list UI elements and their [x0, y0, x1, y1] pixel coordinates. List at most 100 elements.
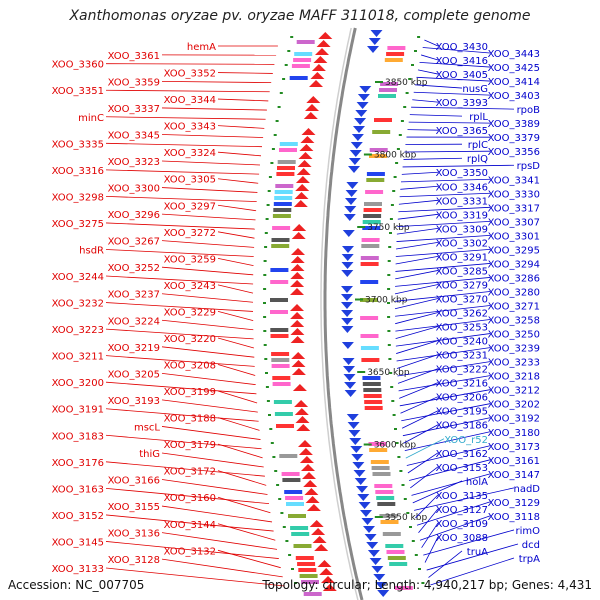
right-label-leader	[395, 326, 439, 340]
feature-block	[362, 226, 381, 230]
left-gene-label: XOO_3243	[164, 281, 216, 292]
right-gene-label: XOO_3186	[436, 421, 488, 432]
track-tick	[291, 568, 294, 570]
right-gene-label: XOO_r52	[444, 435, 488, 446]
forward-gene-arrow	[294, 400, 309, 407]
feature-block	[378, 94, 396, 98]
left-label-leader	[105, 355, 255, 367]
left-label-leader	[161, 532, 278, 550]
left-gene-label: hsdR	[79, 245, 104, 256]
left-label-leader	[105, 302, 254, 312]
right-gene-label: XOO_3416	[436, 56, 488, 67]
feature-block	[360, 334, 379, 338]
right-label-leader	[402, 164, 515, 168]
right-gene-label: XOO_3350	[436, 168, 488, 179]
track-tick	[396, 148, 400, 150]
forward-gene-arrow	[304, 488, 319, 495]
right-gene-label: nusG	[462, 84, 488, 95]
left-label-leader	[161, 293, 254, 303]
feature-block	[380, 520, 399, 524]
left-label-leader	[217, 125, 265, 129]
reverse-gene-arrow	[354, 118, 367, 125]
left-gene-label: XOO_3300	[108, 184, 160, 195]
track-tick	[403, 106, 407, 108]
right-label-leader	[404, 431, 491, 452]
left-label-leader	[105, 541, 279, 559]
right-gene-label: XOO_3233	[488, 358, 540, 369]
left-label-leader	[217, 364, 256, 376]
left-gene-label: mscL	[134, 422, 160, 433]
left-gene-label: XOO_3352	[164, 69, 216, 80]
left-label-leader	[161, 134, 264, 138]
forward-gene-arrow	[315, 48, 329, 55]
right-label-leader	[395, 256, 439, 265]
left-gene-label: XOO_3275	[52, 219, 104, 230]
right-label-leader	[426, 543, 519, 571]
left-label-leader	[217, 417, 260, 431]
left-label-leader	[105, 89, 270, 93]
left-label-leader	[161, 452, 264, 468]
right-gene-label: XOO_3240	[436, 337, 488, 348]
forward-gene-arrow	[303, 480, 318, 487]
reverse-gene-arrow	[371, 566, 384, 573]
feature-block	[361, 238, 380, 242]
track-tick	[264, 232, 268, 234]
feature-block	[272, 382, 291, 386]
left-label-leader	[217, 523, 276, 541]
track-tick	[290, 36, 294, 38]
left-label-leader	[161, 160, 261, 166]
forward-gene-arrow	[294, 192, 309, 199]
right-label-leader	[399, 192, 491, 198]
reverse-gene-arrow	[353, 126, 365, 133]
left-label-leader	[105, 408, 259, 422]
left-gene-label: XOO_3136	[108, 529, 160, 540]
track-tick	[276, 484, 280, 486]
forward-gene-arrow	[291, 360, 306, 367]
left-label-leader	[217, 337, 255, 349]
right-label-leader	[422, 47, 491, 54]
left-label-leader	[105, 222, 255, 230]
forward-gene-arrow	[298, 440, 312, 447]
right-gene-label: XOO_3286	[488, 273, 540, 284]
left-gene-label: XOO_3219	[108, 343, 160, 354]
feature-block	[276, 424, 294, 428]
track-tick	[417, 36, 421, 38]
left-gene-label: XOO_3237	[108, 290, 160, 301]
left-gene-label: XOO_3229	[164, 307, 216, 318]
left-label-leader	[105, 249, 254, 257]
right-label-leader	[401, 410, 439, 429]
map-title: Xanthomonas oryzae pv. oryzae MAFF 31101…	[69, 8, 531, 24]
forward-gene-arrow	[294, 408, 309, 415]
right-label-leader	[416, 501, 491, 526]
feature-block	[366, 172, 385, 176]
feature-block	[363, 214, 382, 218]
reverse-gene-arrow	[352, 462, 365, 469]
genome-backbone	[320, 27, 364, 600]
right-gene-label: XOO_3239	[488, 344, 540, 355]
track-tick	[284, 64, 288, 66]
reverse-gene-arrow	[349, 438, 362, 445]
right-gene-label: XOO_3195	[436, 407, 488, 418]
reverse-gene-arrow	[364, 534, 377, 541]
right-label-leader	[396, 241, 439, 250]
left-gene-label: XOO_3176	[52, 458, 104, 469]
feature-block	[272, 214, 291, 218]
forward-gene-arrow	[314, 544, 329, 551]
feature-block	[374, 118, 392, 122]
right-label-leader	[424, 536, 439, 563]
right-gene-label: XOO_3393	[436, 98, 488, 109]
left-label-leader	[105, 196, 257, 202]
right-label-leader	[396, 347, 491, 362]
feature-block	[372, 130, 391, 134]
right-label-leader	[407, 452, 439, 474]
right-label-leader	[396, 234, 491, 242]
right-label-leader	[420, 54, 439, 61]
reverse-gene-arrow	[357, 94, 370, 101]
track-tick	[275, 120, 279, 122]
right-label-leader	[419, 61, 491, 68]
feature-block	[364, 202, 382, 206]
reverse-gene-arrow	[341, 262, 354, 269]
track-tick	[263, 274, 267, 276]
feature-block	[271, 244, 290, 248]
left-gene-label: XOO_3193	[108, 396, 160, 407]
